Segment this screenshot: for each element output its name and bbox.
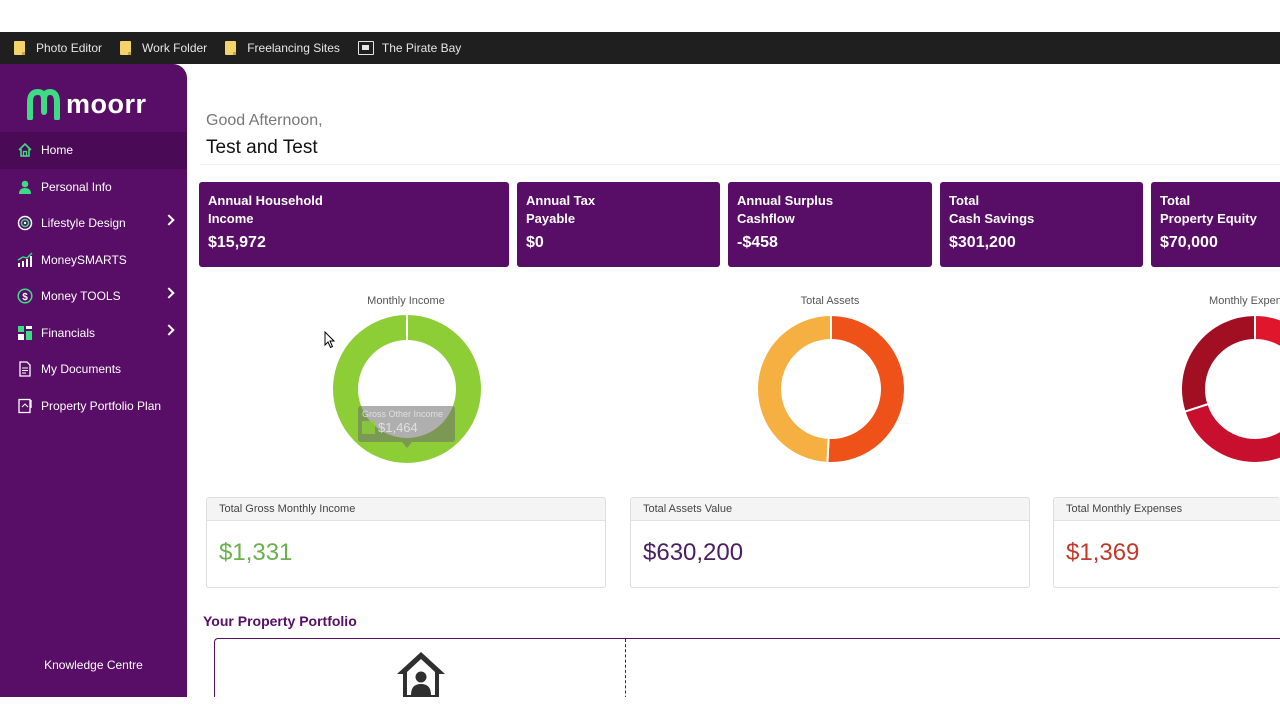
portfolio-box — [214, 638, 1280, 709]
chevron-right-icon — [163, 214, 175, 226]
card-annual-tax-payable[interactable]: Annual Tax Payable $0 — [517, 182, 720, 267]
bookmark-label: Work Folder — [142, 41, 208, 55]
card-value: $0 — [526, 234, 544, 251]
knowledge-centre-link[interactable]: Knowledge Centre — [44, 658, 143, 672]
donut-slice[interactable] — [756, 313, 832, 464]
sidebar-item-personal-info[interactable]: Personal Info — [0, 169, 187, 206]
chevron-right-icon — [163, 323, 175, 336]
chart-title-total-assets: Total Assets — [800, 295, 860, 307]
card-value: $15,972 — [208, 234, 266, 251]
card-value: $70,000 — [1160, 234, 1218, 251]
sidebar-item-money-tools[interactable]: $ Money TOOLS — [0, 278, 187, 315]
sidebar-item-my-documents[interactable]: My Documents — [0, 351, 187, 388]
bookmark-label: Freelancing Sites — [247, 41, 340, 55]
bookmark-label: The Pirate Bay — [381, 41, 462, 55]
panel-label: Total Monthly Expenses — [1054, 498, 1280, 521]
sidebar-item-label: Property Portfolio Plan — [41, 398, 162, 413]
growth-chart-icon — [16, 251, 33, 268]
sidebar-item-label: Money TOOLS — [41, 289, 121, 304]
bookmark-photo-editor[interactable]: Photo Editor — [14, 32, 102, 64]
folder-icon — [225, 41, 237, 55]
sidebar-item-label: Personal Info — [41, 179, 112, 194]
sidebar-item-moneysmarts[interactable]: MoneySMARTS — [0, 242, 187, 279]
panel-label: Total Assets Value — [631, 498, 1029, 521]
house-user-icon — [397, 652, 445, 699]
sidebar-item-home[interactable]: Home — [0, 132, 187, 169]
monthly-income-donut[interactable] — [330, 312, 484, 466]
folder-icon — [14, 41, 25, 55]
donut-slice[interactable] — [826, 313, 906, 464]
tooltip-value: $1,464 — [378, 420, 418, 435]
card-label: Annual Surplus Cashflow — [737, 193, 834, 226]
folder-icon — [120, 41, 132, 55]
browser-top-strip — [0, 0, 1280, 32]
sidebar-item-label: MoneySMARTS — [41, 252, 127, 267]
card-value: $301,200 — [949, 234, 1016, 251]
brand-name: moorr — [66, 88, 147, 119]
greeting-line: Good Afternoon, — [206, 112, 323, 129]
panel-total-gross-monthly-income: Total Gross Monthly Income $1,331 — [206, 497, 606, 588]
card-annual-surplus-cashflow[interactable]: Annual Surplus Cashflow -$458 — [728, 182, 932, 267]
card-label: Annual Household Income — [208, 193, 323, 226]
sidebar-item-label: Home — [41, 143, 74, 158]
sidebar-item-property-portfolio-plan[interactable]: Property Portfolio Plan — [0, 388, 187, 425]
panel-total-assets-value: Total Assets Value $630,200 — [630, 497, 1030, 588]
donut-slice[interactable] — [1180, 313, 1256, 413]
dollar-icon: $ — [16, 288, 33, 305]
sidebar-nav: Home Personal Info Lifestyle Design Mone… — [0, 132, 187, 424]
card-total-cash-savings[interactable]: Total Cash Savings $301,200 — [940, 182, 1143, 267]
portfolio-title: Your Property Portfolio — [203, 613, 357, 629]
financials-icon — [16, 324, 33, 341]
sidebar-item-label: My Documents — [41, 362, 122, 377]
panel-label: Total Gross Monthly Income — [207, 498, 605, 521]
sidebar-item-label: Lifestyle Design — [41, 216, 126, 231]
card-label: Annual Tax Payable — [526, 193, 596, 226]
sidebar: moorr Home Personal Info Lifestyle Desig… — [0, 64, 187, 697]
browser-bottom-strip — [0, 697, 1280, 720]
home-icon — [16, 142, 33, 159]
sidebar-item-financials[interactable]: Financials — [0, 315, 187, 352]
moorr-logo-icon — [27, 88, 60, 120]
total-assets-donut[interactable] — [754, 312, 908, 466]
panel-total-monthly-expenses: Total Monthly Expenses $1,369 — [1053, 497, 1280, 588]
donut-slice[interactable] — [1183, 402, 1280, 464]
chevron-right-icon — [163, 287, 175, 299]
bookmark-label: Photo Editor — [36, 41, 103, 55]
svg-text:$: $ — [22, 292, 28, 303]
chart-tooltip: Gross Other Income $1,464 — [358, 406, 455, 448]
card-label: Total Cash Savings — [949, 193, 1035, 226]
sidebar-item-lifestyle-design[interactable]: Lifestyle Design — [0, 205, 187, 242]
panel-value: $1,369 — [1066, 539, 1140, 566]
sidebar-footer-clipped — [20, 690, 160, 694]
bookmark-freelancing-sites[interactable]: Freelancing Sites — [225, 32, 340, 64]
card-value: -$458 — [737, 234, 778, 251]
panel-value: $1,331 — [219, 539, 293, 566]
bookmarks-bar: Photo Editor Work Folder Freelancing Sit… — [0, 32, 1280, 64]
brand-logo[interactable]: moorr — [26, 88, 147, 120]
chart-title-monthly-income: Monthly Income — [367, 295, 445, 307]
panel-value: $630,200 — [643, 539, 744, 566]
sidebar-item-label: Financials — [41, 325, 96, 340]
header-divider — [200, 164, 1280, 165]
bookmark-pirate-bay[interactable]: The Pirate Bay — [357, 32, 462, 64]
chart-title-monthly-expenses: Monthly Expenses — [1209, 295, 1280, 307]
add-property-tile[interactable] — [215, 639, 626, 709]
user-name: Test and Test — [206, 137, 318, 158]
target-icon — [16, 215, 33, 232]
monthly-expenses-donut[interactable] — [1178, 312, 1280, 466]
card-annual-household-income[interactable]: Annual Household Income $15,972 — [199, 182, 509, 267]
mouse-cursor-icon — [324, 331, 336, 349]
card-label: Total Property Equity — [1160, 193, 1257, 226]
pirate-bay-icon — [357, 41, 374, 55]
card-total-property-equity[interactable]: Total Property Equity $70,000 — [1151, 182, 1280, 267]
user-icon — [16, 178, 33, 195]
donut-slice[interactable] — [1254, 313, 1280, 449]
document-icon — [16, 361, 33, 378]
plan-icon — [16, 397, 33, 414]
tooltip-swatch — [362, 421, 375, 434]
tooltip-label: Gross Other Income — [362, 409, 444, 419]
bookmark-work-folder[interactable]: Work Folder — [120, 32, 207, 64]
